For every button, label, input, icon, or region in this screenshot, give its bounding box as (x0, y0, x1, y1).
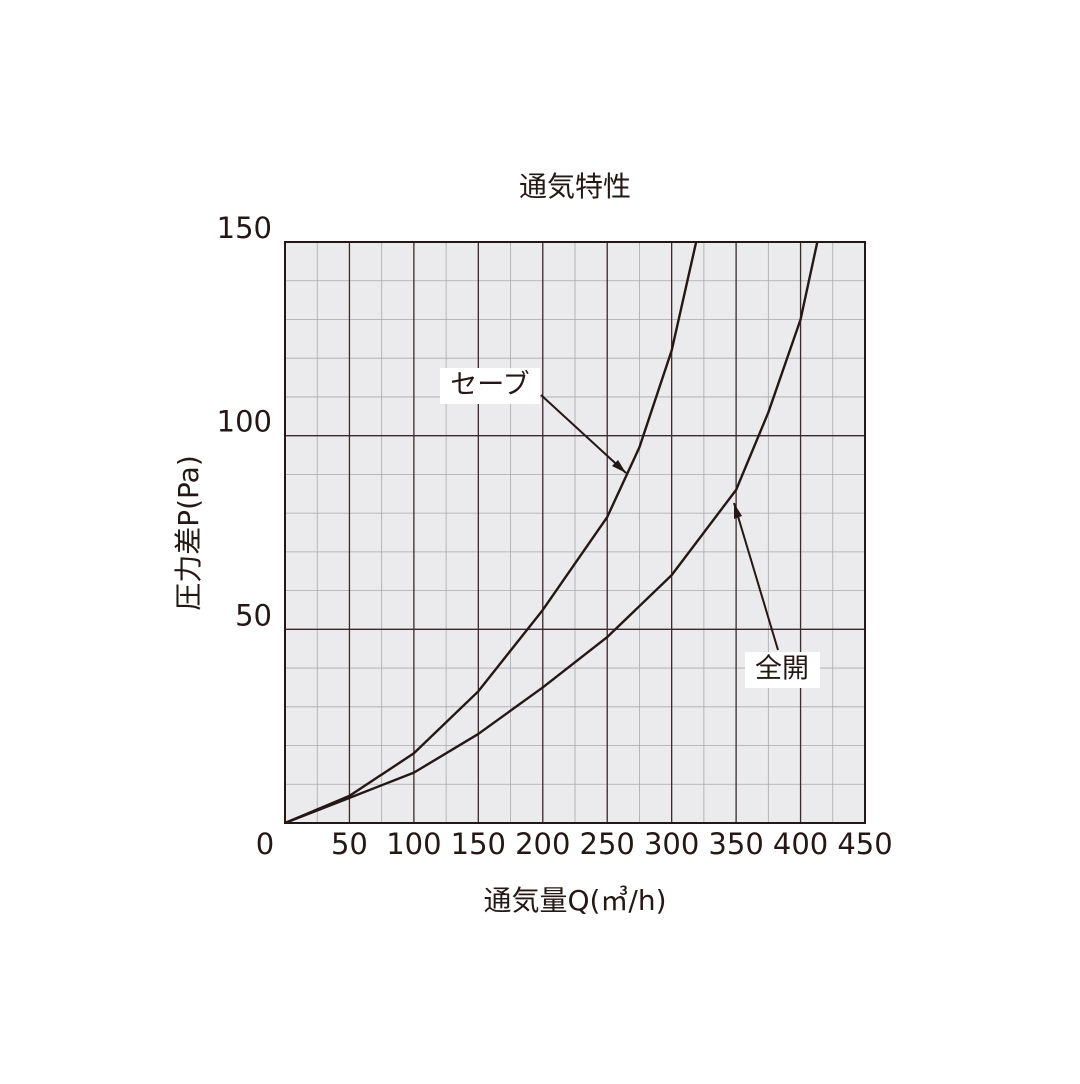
x-tick-label: 200 (515, 827, 570, 861)
x-tick-label: 450 (837, 827, 892, 861)
y-tick-label: 100 (217, 405, 272, 439)
annotation-arrow (540, 394, 627, 474)
y-axis-label: 圧力差P(Pa) (172, 455, 205, 611)
x-tick-label: 400 (773, 827, 828, 861)
x-tick-label: 0 (256, 827, 274, 861)
series-line (284, 241, 819, 825)
lines (284, 241, 819, 825)
arrow-head (612, 460, 626, 473)
x-tick-label: 350 (708, 827, 763, 861)
series-label: 全開 (755, 654, 809, 685)
label-background (745, 652, 820, 688)
label-background (440, 368, 540, 404)
y-tick-label: 50 (235, 598, 272, 632)
plot-border (284, 241, 866, 824)
y-tick-label: 150 (217, 211, 272, 245)
x-tick-label: 50 (331, 827, 368, 861)
x-tick-label: 250 (580, 827, 635, 861)
series-line (284, 241, 698, 825)
annotation-arrow (733, 502, 779, 651)
x-tick-label: 300 (644, 827, 699, 861)
arrow-head (734, 503, 742, 519)
chart-title: 通気特性 (519, 170, 631, 203)
x-axis-label: 通気量Q(㎥/h) (483, 884, 666, 917)
annotations: セーブ 全開 (440, 368, 820, 688)
x-tick-label: 100 (386, 827, 441, 861)
x-tick-label: 150 (451, 827, 506, 861)
series-label: セーブ (450, 370, 529, 401)
